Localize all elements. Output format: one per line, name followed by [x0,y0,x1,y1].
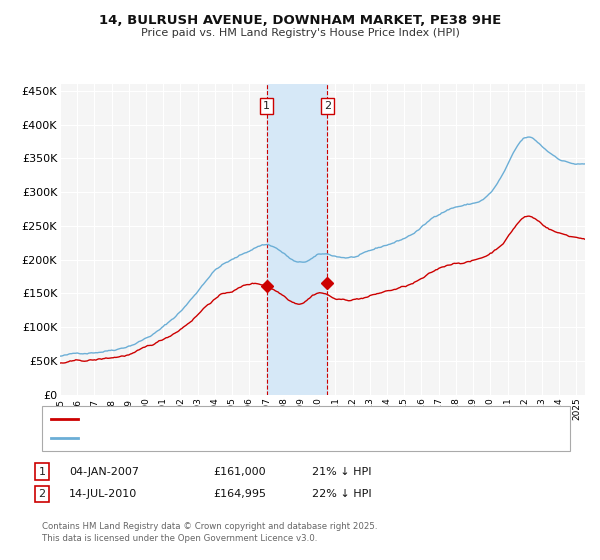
Text: Price paid vs. HM Land Registry's House Price Index (HPI): Price paid vs. HM Land Registry's House … [140,28,460,38]
Text: 2: 2 [38,489,46,499]
Bar [266,84,328,395]
Text: HPI: Average price, detached house, King's Lynn and West Norfolk: HPI: Average price, detached house, King… [83,433,412,444]
Text: 21% ↓ HPI: 21% ↓ HPI [312,466,371,477]
Text: £164,995: £164,995 [213,489,266,499]
Text: 2: 2 [324,101,331,111]
Text: 14, BULRUSH AVENUE, DOWNHAM MARKET, PE38 9HE: 14, BULRUSH AVENUE, DOWNHAM MARKET, PE38… [99,14,501,27]
Text: 04-JAN-2007: 04-JAN-2007 [69,466,139,477]
Text: 14-JUL-2010: 14-JUL-2010 [69,489,137,499]
Text: 14, BULRUSH AVENUE, DOWNHAM MARKET, PE38 9HE (detached house): 14, BULRUSH AVENUE, DOWNHAM MARKET, PE38… [83,414,445,424]
Text: £161,000: £161,000 [213,466,266,477]
Text: 1: 1 [263,101,270,111]
Text: Contains HM Land Registry data © Crown copyright and database right 2025.
This d: Contains HM Land Registry data © Crown c… [42,522,377,543]
Text: 1: 1 [38,466,46,477]
Text: 22% ↓ HPI: 22% ↓ HPI [312,489,371,499]
